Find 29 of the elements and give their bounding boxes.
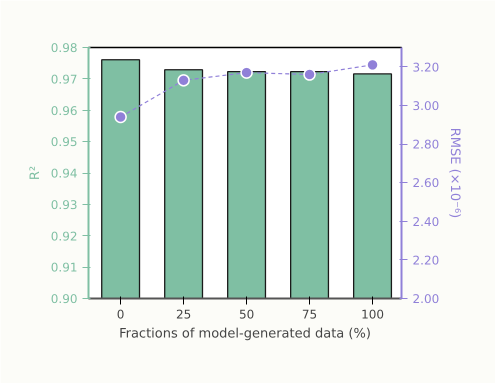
x-tick-label: 25	[176, 308, 192, 322]
y-tick-label: 0.90	[50, 292, 78, 306]
y-tick-label: 0.93	[50, 198, 78, 212]
y-tick-label: 0.91	[50, 260, 78, 275]
y-tick-label: 0.97	[50, 72, 78, 86]
y2-tick-label: 3.20	[412, 60, 440, 74]
y-tick-label: 0.95	[50, 135, 78, 150]
x-tick-label: 75	[302, 308, 318, 322]
y2-tick-label: 2.00	[412, 292, 440, 306]
y2-tick-label: 2.60	[412, 176, 440, 190]
x-tick-label: 100	[361, 308, 384, 322]
y-tick-label: 0.96	[50, 104, 78, 118]
y2-tick-label: 2.40	[412, 214, 440, 229]
point	[240, 66, 253, 79]
y2-tick-label: 3.00	[412, 98, 440, 113]
y2-axis-title: RMSE (×10⁻⁶)	[447, 128, 462, 218]
y-tick-label: 0.94	[50, 166, 78, 180]
y-tick-label: 0.92	[50, 229, 78, 244]
point	[366, 58, 379, 72]
y-axis-title: R²	[28, 166, 43, 180]
point	[114, 110, 127, 124]
y2-tick-label: 2.20	[412, 253, 440, 268]
x-axis-title: Fractions of model-generated data (%)	[119, 326, 371, 342]
point	[177, 74, 190, 87]
y-tick-label: 0.98	[50, 41, 78, 55]
y2-tick-label: 2.80	[412, 138, 440, 152]
x-tick-label: 50	[238, 308, 254, 322]
x-tick-label: 0	[116, 308, 124, 322]
point	[303, 68, 316, 81]
